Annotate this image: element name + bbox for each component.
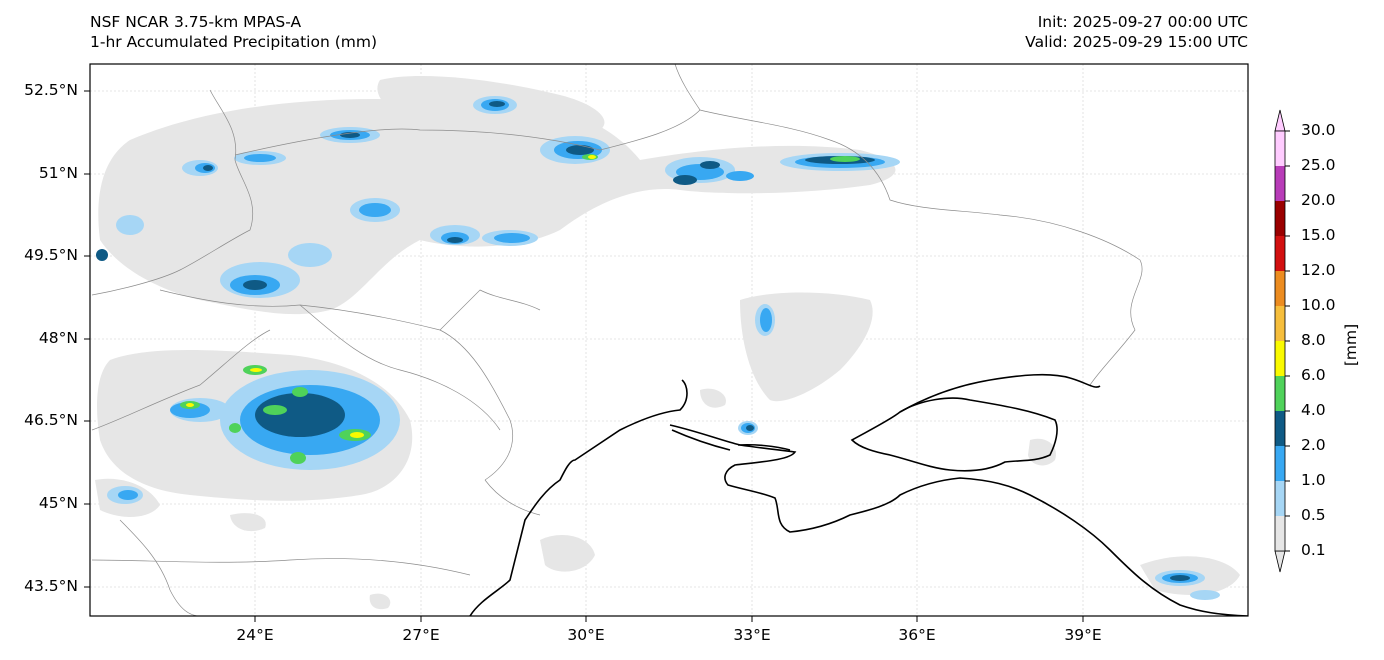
colorbar-swatch	[1275, 166, 1285, 201]
lon-label: 24°E	[236, 626, 274, 644]
colorbar-level: 8.0	[1301, 331, 1326, 349]
map-frame	[89, 63, 1249, 617]
colorbar-swatch	[1275, 341, 1285, 376]
lat-label: 52.5°N	[24, 81, 78, 99]
colorbar-swatch	[1275, 376, 1285, 411]
lat-label: 45°N	[38, 494, 78, 512]
colorbar-unit: [mm]	[1342, 323, 1360, 367]
map-panel	[90, 64, 1248, 616]
valid-time: Valid: 2025-09-29 15:00 UTC	[1025, 33, 1248, 51]
lon-label: 33°E	[733, 626, 771, 644]
colorbar-level: 25.0	[1301, 156, 1336, 174]
model-name: NSF NCAR 3.75-km MPAS-A	[90, 13, 302, 31]
colorbar-swatch	[1275, 411, 1285, 446]
country-borders	[91, 64, 1143, 616]
colorbar-swatch	[1275, 271, 1285, 306]
lat-label: 51°N	[38, 164, 78, 182]
colorbar-swatch	[1275, 481, 1285, 516]
colorbar-level: 30.0	[1301, 121, 1336, 139]
title-left: NSF NCAR 3.75-km MPAS-A 1-hr Accumulated…	[90, 12, 377, 52]
coastline	[469, 373, 1248, 616]
colorbar-swatch	[1275, 201, 1285, 236]
colorbar-swatch	[1275, 446, 1285, 481]
colorbar-bottom-arrow	[1274, 550, 1286, 573]
colorbar-level: 6.0	[1301, 366, 1326, 384]
init-time: Init: 2025-09-27 00:00 UTC	[1037, 13, 1248, 31]
lon-label: 27°E	[402, 626, 440, 644]
lat-label: 48°N	[38, 329, 78, 347]
colorbar-level: 10.0	[1301, 296, 1336, 314]
colorbar-level: 0.5	[1301, 506, 1326, 524]
axis-ticks	[84, 90, 1084, 622]
lat-label: 43.5°N	[24, 577, 78, 595]
colorbar-swatch	[1275, 306, 1285, 341]
field-name: 1-hr Accumulated Precipitation (mm)	[90, 33, 377, 51]
lat-label: 46.5°N	[24, 411, 78, 429]
colorbar-level: 4.0	[1301, 401, 1326, 419]
colorbar-swatch	[1275, 236, 1285, 271]
colorbar-level: 1.0	[1301, 471, 1326, 489]
lon-label: 39°E	[1064, 626, 1102, 644]
title-right: Init: 2025-09-27 00:00 UTC Valid: 2025-0…	[1025, 12, 1248, 52]
colorbar-top-arrow	[1274, 109, 1286, 132]
colorbar-level: 2.0	[1301, 436, 1326, 454]
colorbar-level: 12.0	[1301, 261, 1336, 279]
precip-yellow	[186, 155, 596, 438]
colorbar-level: 20.0	[1301, 191, 1336, 209]
lon-label: 36°E	[898, 626, 936, 644]
colorbar-level: 0.1	[1301, 541, 1326, 559]
colorbar-level: 15.0	[1301, 226, 1336, 244]
colorbar	[1274, 109, 1290, 573]
lon-label: 30°E	[567, 626, 605, 644]
colorbar-swatch	[1275, 131, 1285, 166]
colorbar-swatch	[1275, 516, 1285, 551]
lat-label: 49.5°N	[24, 246, 78, 264]
